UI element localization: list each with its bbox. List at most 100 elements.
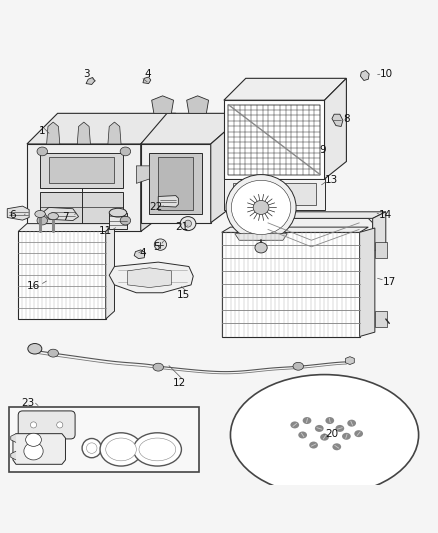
Ellipse shape xyxy=(314,425,323,432)
Ellipse shape xyxy=(180,216,195,231)
Ellipse shape xyxy=(57,422,63,428)
Polygon shape xyxy=(141,144,210,223)
Polygon shape xyxy=(136,166,149,183)
Polygon shape xyxy=(223,100,324,179)
Text: 14: 14 xyxy=(378,211,392,220)
Polygon shape xyxy=(49,157,114,183)
Polygon shape xyxy=(360,70,368,80)
Polygon shape xyxy=(7,206,29,220)
Polygon shape xyxy=(324,78,346,179)
Ellipse shape xyxy=(109,208,127,217)
Polygon shape xyxy=(141,114,245,144)
Ellipse shape xyxy=(341,433,350,440)
Polygon shape xyxy=(108,122,121,144)
Polygon shape xyxy=(86,77,95,84)
Polygon shape xyxy=(374,242,386,258)
Ellipse shape xyxy=(231,180,290,235)
Text: 6: 6 xyxy=(9,211,16,220)
FancyBboxPatch shape xyxy=(18,411,75,439)
Text: 15: 15 xyxy=(177,289,190,300)
Ellipse shape xyxy=(346,419,355,426)
Polygon shape xyxy=(149,153,201,214)
Text: 8: 8 xyxy=(343,114,349,124)
Ellipse shape xyxy=(297,432,306,439)
Polygon shape xyxy=(77,122,90,144)
Polygon shape xyxy=(228,104,319,175)
Ellipse shape xyxy=(35,211,45,217)
Ellipse shape xyxy=(139,438,175,461)
Text: 9: 9 xyxy=(318,145,325,155)
Text: 16: 16 xyxy=(27,281,40,291)
Ellipse shape xyxy=(100,433,142,466)
Ellipse shape xyxy=(254,243,267,253)
Polygon shape xyxy=(9,407,198,472)
Text: 21: 21 xyxy=(174,222,187,232)
Ellipse shape xyxy=(230,375,418,495)
Polygon shape xyxy=(359,228,374,336)
Polygon shape xyxy=(106,224,114,319)
Polygon shape xyxy=(223,78,346,100)
Polygon shape xyxy=(109,262,193,293)
Polygon shape xyxy=(254,212,385,219)
Ellipse shape xyxy=(82,439,101,458)
Text: 1: 1 xyxy=(39,126,46,136)
Text: 4: 4 xyxy=(139,248,146,259)
Polygon shape xyxy=(151,96,173,114)
Polygon shape xyxy=(13,434,65,464)
Ellipse shape xyxy=(25,433,41,446)
Polygon shape xyxy=(374,311,386,327)
Polygon shape xyxy=(27,114,175,144)
Polygon shape xyxy=(210,114,245,223)
Polygon shape xyxy=(134,250,145,259)
Polygon shape xyxy=(254,219,372,255)
Ellipse shape xyxy=(184,220,191,227)
Ellipse shape xyxy=(120,147,131,156)
Ellipse shape xyxy=(308,441,317,449)
Polygon shape xyxy=(158,157,193,209)
Ellipse shape xyxy=(24,442,43,460)
Ellipse shape xyxy=(292,362,303,370)
Ellipse shape xyxy=(86,443,97,454)
Polygon shape xyxy=(43,207,78,221)
Polygon shape xyxy=(221,227,367,232)
Text: 4: 4 xyxy=(144,69,150,79)
Polygon shape xyxy=(18,231,106,319)
Ellipse shape xyxy=(133,433,181,466)
Ellipse shape xyxy=(335,425,343,432)
Polygon shape xyxy=(232,183,315,205)
Text: 20: 20 xyxy=(324,429,337,439)
Ellipse shape xyxy=(120,216,131,225)
Polygon shape xyxy=(158,196,178,207)
Polygon shape xyxy=(46,122,60,144)
Polygon shape xyxy=(127,268,171,287)
Text: 12: 12 xyxy=(172,378,185,389)
Polygon shape xyxy=(18,224,114,231)
Ellipse shape xyxy=(290,422,298,429)
Ellipse shape xyxy=(106,438,136,461)
Ellipse shape xyxy=(319,434,328,441)
Polygon shape xyxy=(345,357,353,365)
Ellipse shape xyxy=(37,147,47,156)
Text: 5: 5 xyxy=(152,242,159,252)
Ellipse shape xyxy=(226,175,295,240)
Ellipse shape xyxy=(152,363,163,371)
Ellipse shape xyxy=(37,216,47,225)
Polygon shape xyxy=(143,77,150,84)
Ellipse shape xyxy=(30,422,36,428)
Polygon shape xyxy=(27,144,141,231)
Polygon shape xyxy=(372,212,385,251)
Text: 22: 22 xyxy=(149,201,162,212)
Ellipse shape xyxy=(332,443,340,450)
Text: 7: 7 xyxy=(62,212,69,222)
Text: 23: 23 xyxy=(21,398,34,408)
Polygon shape xyxy=(11,451,16,460)
Ellipse shape xyxy=(48,213,58,220)
Polygon shape xyxy=(109,213,127,229)
Text: 3: 3 xyxy=(82,69,89,79)
Polygon shape xyxy=(331,114,342,126)
Text: 10: 10 xyxy=(379,69,392,79)
Ellipse shape xyxy=(28,344,42,354)
Ellipse shape xyxy=(353,430,362,437)
Ellipse shape xyxy=(302,417,311,424)
Text: 11: 11 xyxy=(99,225,112,236)
